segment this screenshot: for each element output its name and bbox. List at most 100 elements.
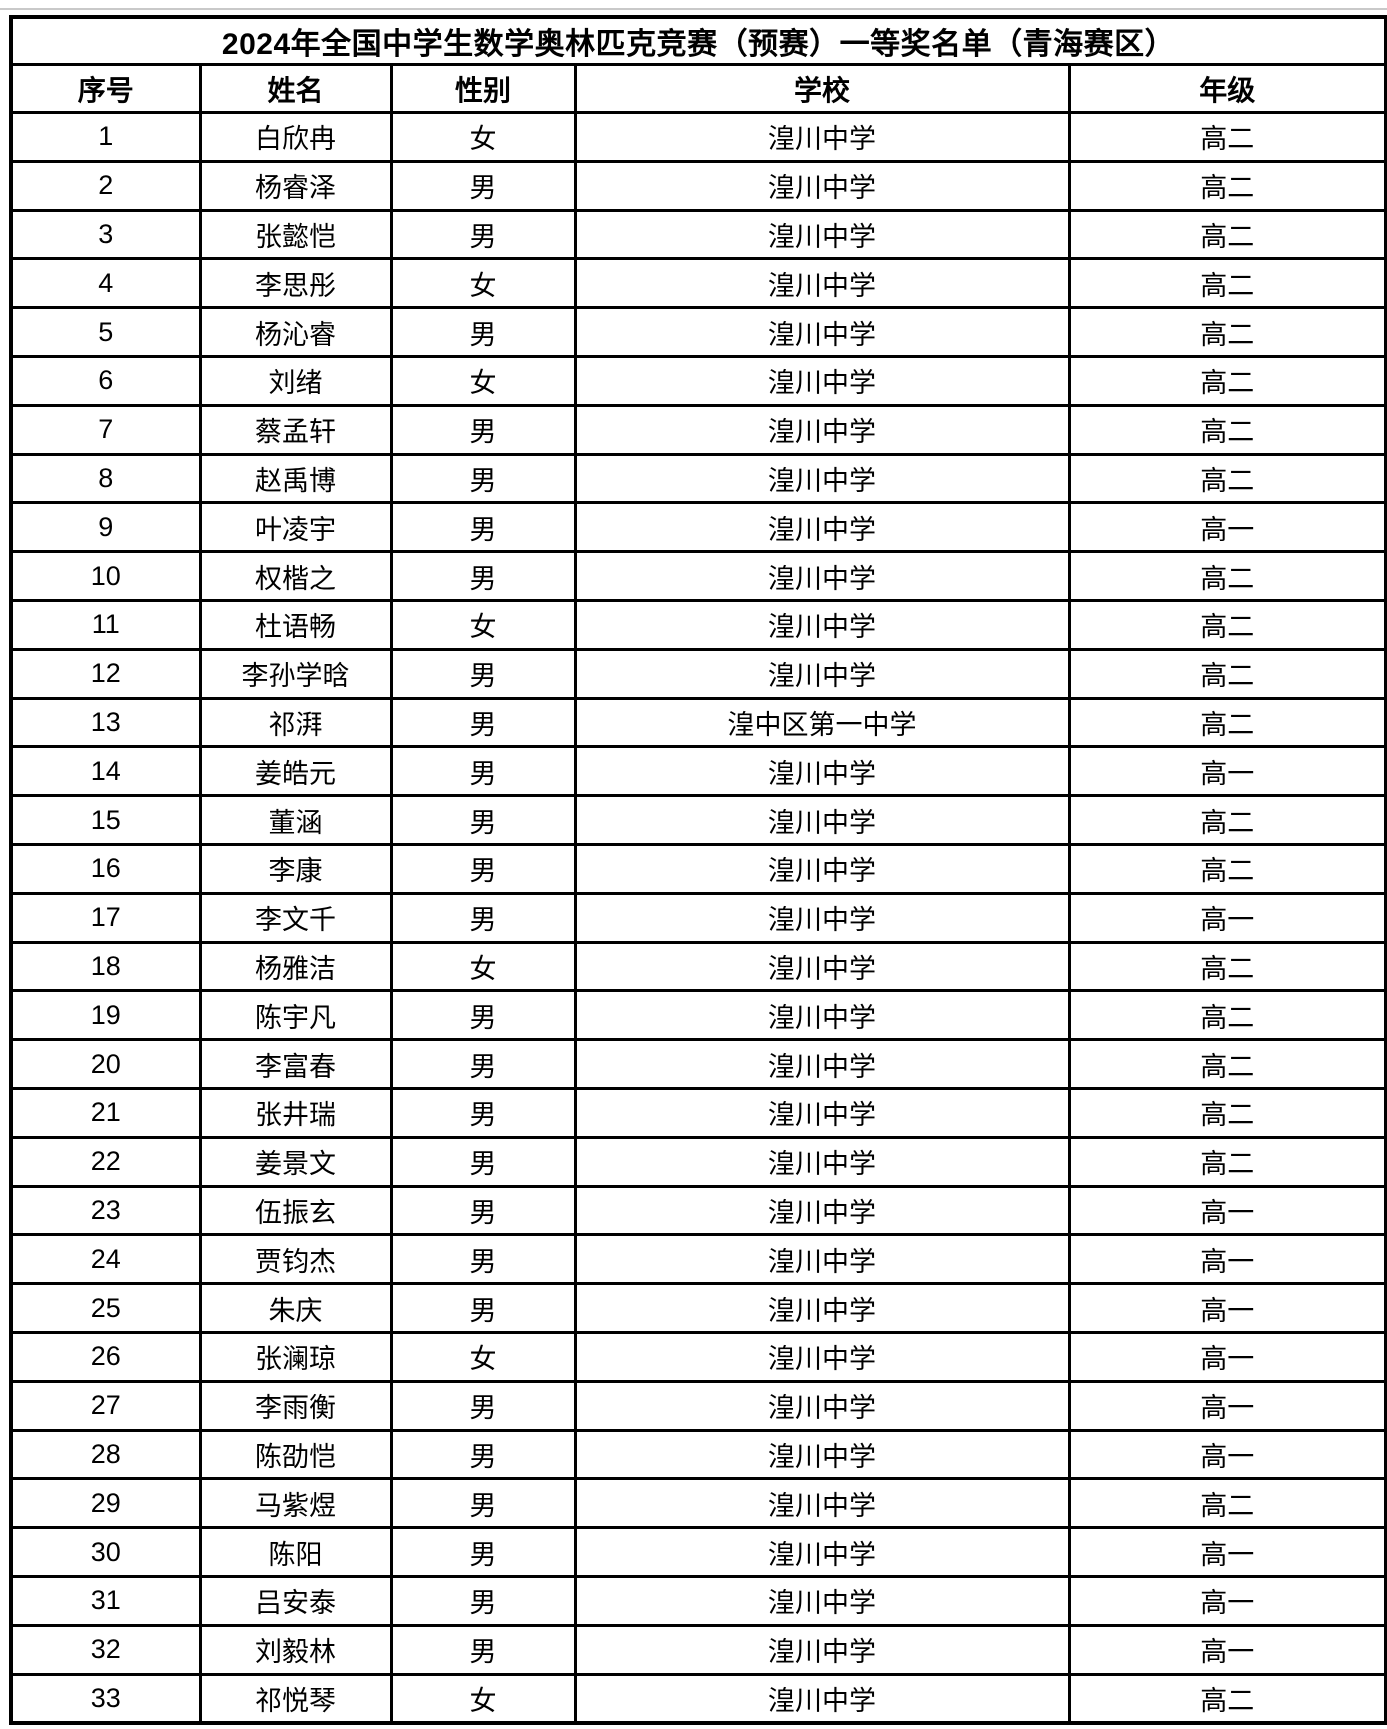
cell-grade: 高一 — [1067, 1428, 1387, 1481]
cell-school: 湟川中学 — [573, 1428, 1071, 1481]
cell-school: 湟川中学 — [573, 647, 1071, 700]
cell-index: 21 — [9, 1086, 202, 1139]
cell-school: 湟川中学 — [573, 1574, 1071, 1627]
table-row: 7 蔡孟轩男湟川中学 高二 — [9, 403, 1387, 456]
cell-index: 9 — [9, 501, 202, 554]
cell-name: 朱庆 — [198, 1282, 393, 1334]
cell-grade: 高一 — [1067, 501, 1387, 554]
cell-index: 29 — [9, 1477, 202, 1530]
cell-gender: 男 — [389, 159, 577, 212]
cell-school: 湟川中学 — [573, 598, 1071, 651]
column-header-name: 姓名 — [198, 63, 393, 114]
cell-grade: 高二 — [1067, 940, 1387, 993]
table-row: 12 李孙学晗男湟川中学 高二 — [9, 647, 1387, 700]
cell-grade: 高二 — [1067, 550, 1387, 602]
cell-name: 陈劭恺 — [198, 1428, 393, 1481]
cell-name: 张澜琼 — [198, 1330, 393, 1383]
table-row: 4 李思彤女湟川中学 高二 — [9, 257, 1387, 310]
cell-index: 13 — [9, 696, 202, 749]
cell-name: 姜景文 — [198, 1135, 393, 1188]
cell-gender: 女 — [389, 1672, 577, 1725]
cell-gender: 男 — [389, 501, 577, 554]
cell-grade: 高二 — [1067, 208, 1387, 261]
cell-name: 李雨衡 — [198, 1379, 393, 1432]
cell-gender: 男 — [389, 1038, 577, 1090]
cell-index: 18 — [9, 940, 202, 993]
cell-grade: 高二 — [1067, 1038, 1387, 1090]
cell-grade: 高二 — [1067, 989, 1387, 1042]
cell-gender: 男 — [389, 1477, 577, 1530]
cell-school: 湟川中学 — [573, 452, 1071, 505]
cell-grade: 高二 — [1067, 354, 1387, 407]
cell-name: 吕安泰 — [198, 1574, 393, 1627]
cell-grade: 高二 — [1067, 403, 1387, 456]
cell-grade: 高二 — [1067, 111, 1387, 163]
cell-school: 湟川中学 — [573, 891, 1071, 944]
cell-index: 7 — [9, 403, 202, 456]
cell-grade: 高一 — [1067, 1574, 1387, 1627]
cell-name: 李文千 — [198, 891, 393, 944]
cell-index: 26 — [9, 1330, 202, 1383]
cell-school: 湟川中学 — [573, 1330, 1071, 1383]
cell-gender: 男 — [389, 696, 577, 749]
cell-index: 10 — [9, 550, 202, 602]
cell-gender: 男 — [389, 1623, 577, 1676]
cell-gender: 女 — [389, 354, 577, 407]
table-title: 2024年全国中学生数学奥林匹克竞赛（预赛）一等奖名单（青海赛区） — [9, 15, 1387, 66]
cell-name: 赵禹博 — [198, 452, 393, 505]
column-header-index: 序号 — [9, 63, 202, 114]
cell-school: 湟川中学 — [573, 354, 1071, 407]
table-row: 10 权楷之男湟川中学 高二 — [9, 550, 1387, 602]
cell-name: 杨沁睿 — [198, 306, 393, 358]
cell-name: 祁湃 — [198, 696, 393, 749]
table-row: 20 李富春男湟川中学 高二 — [9, 1038, 1387, 1090]
cell-name: 董涵 — [198, 794, 393, 846]
cell-name: 李康 — [198, 842, 393, 895]
cell-index: 17 — [9, 891, 202, 944]
table-row: 23 伍振玄男湟川中学 高一 — [9, 1184, 1387, 1237]
table-row: 5 杨沁睿男湟川中学 高二 — [9, 306, 1387, 358]
table-row: 18 杨雅洁女湟川中学 高二 — [9, 940, 1387, 993]
cell-grade: 高二 — [1067, 452, 1387, 505]
cell-gender: 男 — [389, 1379, 577, 1432]
table-row: 32 刘毅林男湟川中学 高一 — [9, 1623, 1387, 1676]
cell-index: 8 — [9, 452, 202, 505]
cell-school: 湟川中学 — [573, 940, 1071, 993]
cell-name: 刘绪 — [198, 354, 393, 407]
cell-gender: 男 — [389, 1233, 577, 1286]
table-row: 27 李雨衡男湟川中学 高一 — [9, 1379, 1387, 1432]
cell-index: 24 — [9, 1233, 202, 1286]
cell-grade: 高二 — [1067, 647, 1387, 700]
table-row: 1 白欣冉女湟川中学 高二 — [9, 111, 1387, 163]
cell-name: 杜语畅 — [198, 598, 393, 651]
cell-gender: 男 — [389, 306, 577, 358]
table-row: 17 李文千男湟川中学 高一 — [9, 891, 1387, 944]
cell-name: 李思彤 — [198, 257, 393, 310]
cell-school: 湟川中学 — [573, 1135, 1071, 1188]
cell-name: 李孙学晗 — [198, 647, 393, 700]
cell-gender: 男 — [389, 1086, 577, 1139]
cell-grade: 高二 — [1067, 1672, 1387, 1725]
cell-gender: 女 — [389, 598, 577, 651]
cell-name: 伍振玄 — [198, 1184, 393, 1237]
cell-index: 27 — [9, 1379, 202, 1432]
column-header-gender: 性别 — [389, 63, 577, 114]
cell-index: 20 — [9, 1038, 202, 1090]
cell-school: 湟川中学 — [573, 1086, 1071, 1139]
table-row: 21 张井瑞男湟川中学 高二 — [9, 1086, 1387, 1139]
cell-index: 14 — [9, 745, 202, 798]
cell-name: 祁悦琴 — [198, 1672, 393, 1725]
cell-school: 湟川中学 — [573, 111, 1071, 163]
cell-gender: 女 — [389, 111, 577, 163]
cell-school: 湟川中学 — [573, 989, 1071, 1042]
table-row: 13 祁湃男湟中区第一中学 高二 — [9, 696, 1387, 749]
cell-grade: 高二 — [1067, 842, 1387, 895]
cell-school: 湟川中学 — [573, 501, 1071, 554]
cell-grade: 高二 — [1067, 257, 1387, 310]
cell-school: 湟川中学 — [573, 1233, 1071, 1286]
cell-grade: 高二 — [1067, 306, 1387, 358]
cell-grade: 高一 — [1067, 745, 1387, 798]
cell-gender: 女 — [389, 257, 577, 310]
cell-index: 4 — [9, 257, 202, 310]
